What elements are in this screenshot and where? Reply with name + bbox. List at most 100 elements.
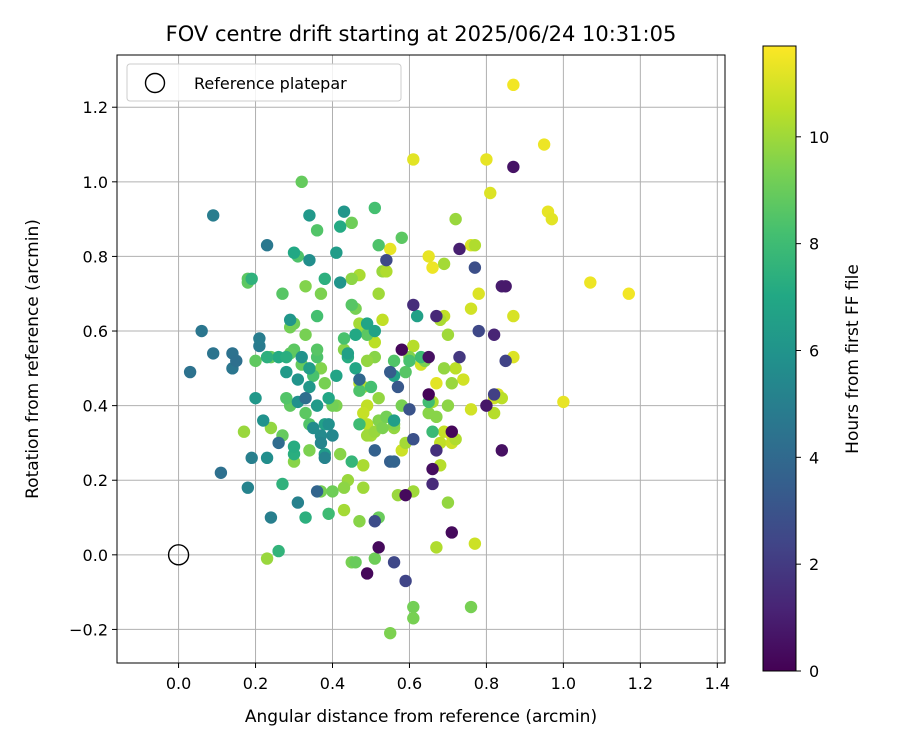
data-point — [276, 287, 289, 300]
data-point — [507, 160, 520, 174]
data-point — [395, 231, 408, 244]
data-point — [295, 175, 308, 189]
data-point — [349, 328, 362, 341]
data-point — [291, 496, 305, 509]
data-point — [245, 272, 258, 286]
data-point — [299, 280, 312, 293]
data-point — [407, 600, 420, 614]
y-tick-label: −0.2 — [69, 620, 108, 639]
colorbar-tick-label: 10 — [809, 128, 829, 147]
data-point — [183, 365, 197, 379]
data-point — [372, 541, 385, 554]
data-point — [387, 354, 401, 368]
x-tick-label: 1.0 — [551, 674, 576, 693]
data-point — [253, 332, 266, 345]
data-point — [322, 391, 335, 405]
data-point — [280, 391, 293, 405]
data-point — [322, 418, 335, 431]
data-point — [287, 440, 301, 453]
data-point — [407, 298, 420, 312]
data-point — [384, 626, 397, 640]
data-point — [318, 377, 331, 390]
y-axis-label: Rotation from reference (arcmin) — [23, 219, 43, 499]
data-point — [295, 350, 308, 364]
data-point — [380, 265, 393, 278]
data-point — [376, 421, 389, 435]
data-point — [445, 526, 458, 539]
data-point — [353, 384, 366, 397]
data-point — [426, 462, 439, 476]
x-tick-label: 0.8 — [474, 674, 499, 693]
data-point — [487, 388, 501, 401]
data-point — [314, 362, 328, 375]
data-point — [430, 309, 443, 323]
data-point — [280, 365, 293, 379]
y-tick-label: 1.0 — [83, 173, 108, 192]
data-point — [545, 212, 559, 226]
data-point — [260, 239, 274, 252]
data-point — [241, 481, 255, 494]
data-point — [403, 354, 416, 368]
data-point — [399, 365, 412, 379]
data-point — [353, 515, 366, 528]
colorbar-tick-label: 0 — [809, 662, 819, 681]
data-point — [345, 455, 358, 468]
data-point — [330, 369, 343, 382]
data-point — [310, 309, 324, 323]
data-point — [333, 447, 347, 461]
data-point — [441, 399, 455, 412]
data-point — [372, 391, 385, 405]
data-point — [299, 406, 312, 420]
data-point — [407, 153, 420, 166]
data-point — [353, 373, 366, 386]
colorbar: 0 2 4 6 8 10 Hours from first FF file — [762, 45, 863, 681]
y-tick-label: 0.2 — [83, 471, 108, 490]
data-point — [468, 261, 482, 274]
data-point — [314, 436, 328, 450]
data-point — [422, 250, 435, 263]
data-point — [341, 347, 355, 360]
data-point — [303, 362, 316, 375]
data-point — [499, 354, 512, 368]
data-point — [264, 421, 278, 435]
data-point — [464, 302, 478, 315]
data-point — [357, 406, 370, 420]
data-point — [291, 373, 305, 386]
data-point — [480, 399, 493, 412]
data-point — [464, 600, 478, 614]
y-tick-label: 0.0 — [83, 546, 108, 565]
data-point — [468, 239, 482, 252]
data-point — [472, 324, 485, 338]
data-point — [437, 257, 451, 271]
data-point — [441, 328, 455, 341]
data-point — [214, 466, 228, 479]
data-point — [360, 317, 374, 330]
colorbar-ticks: 0 2 4 6 8 10 — [796, 128, 829, 681]
legend-marker-circle-icon — [144, 72, 166, 94]
plot-frame — [116, 54, 726, 664]
data-point — [495, 444, 509, 457]
y-tick-label: 0.6 — [83, 322, 108, 341]
data-point — [345, 272, 358, 286]
data-point — [457, 373, 470, 386]
data-point — [303, 444, 316, 457]
data-point — [391, 380, 405, 394]
grid-lines — [117, 55, 725, 663]
y-tick-label: 0.4 — [83, 397, 108, 416]
y-tick-label: 1.2 — [83, 98, 108, 117]
data-point — [407, 432, 420, 446]
data-point — [280, 350, 293, 364]
x-tick-label: 0.0 — [166, 674, 191, 693]
data-point — [487, 406, 501, 420]
data-point — [449, 362, 462, 375]
x-tick-label: 0.4 — [320, 674, 345, 693]
data-point — [357, 481, 370, 494]
data-point — [307, 421, 320, 435]
data-point — [322, 507, 335, 520]
data-point — [453, 242, 466, 256]
x-tick-label: 0.2 — [243, 674, 268, 693]
data-point — [333, 220, 347, 233]
data-point — [260, 552, 274, 565]
data-point — [337, 205, 351, 218]
chart-title: FOV centre drift starting at 2025/06/24 … — [166, 22, 677, 46]
